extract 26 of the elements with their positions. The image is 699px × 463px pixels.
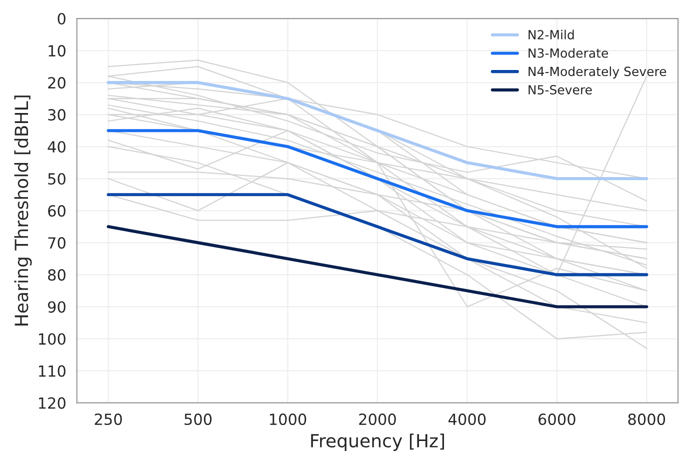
y-tick-label: 30: [48, 109, 66, 121]
x-tick-label: 2000: [359, 413, 396, 426]
x-tick-label: 6000: [538, 413, 576, 426]
y-tick-label: 20: [48, 77, 66, 89]
y-tick-label: 110: [38, 365, 66, 377]
y-tick-label: 80: [48, 269, 66, 281]
x-tick-label: 8000: [628, 413, 666, 426]
x-tick-label: 1000: [270, 413, 306, 426]
y-axis-title: Hearing Threshold [dBHL]: [14, 96, 32, 326]
x-axis-title: Frequency [Hz]: [311, 434, 444, 452]
y-tick-label: 0: [58, 12, 66, 25]
x-tick-label: 500: [184, 413, 212, 426]
y-tick-label: 50: [48, 173, 66, 185]
y-tick-label: 100: [38, 333, 66, 345]
y-tick-label: 70: [48, 237, 66, 249]
legend-label: N5-Severe: [528, 85, 592, 94]
legend-label: N4-Moderately Severe: [528, 66, 666, 79]
x-tick-label: 4000: [448, 413, 486, 426]
legend-label: N3-Moderate: [528, 48, 608, 58]
y-tick-label: 10: [48, 45, 66, 57]
y-tick-label: 60: [48, 205, 66, 217]
x-tick-label: 250: [94, 413, 122, 426]
y-tick-label: 120: [38, 397, 66, 409]
y-tick-label: 90: [48, 301, 66, 313]
legend-label: N2-Mild: [528, 30, 574, 40]
y-tick-label: 40: [48, 141, 66, 153]
